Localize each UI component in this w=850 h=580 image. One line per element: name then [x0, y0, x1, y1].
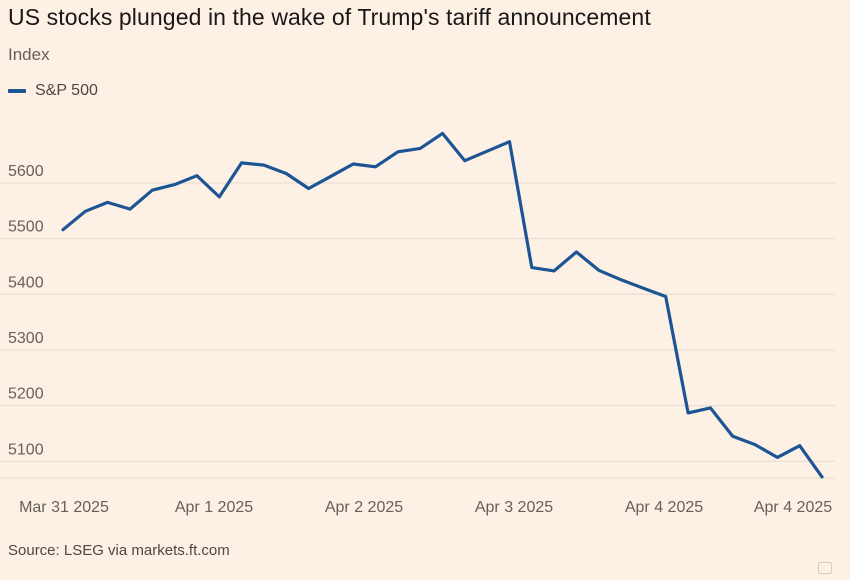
x-tick-label-3: Apr 3 2025 — [475, 499, 553, 516]
x-tick-label-1: Apr 1 2025 — [175, 499, 253, 516]
expand-icon[interactable] — [818, 562, 832, 574]
y-tick-label-5200: 5200 — [8, 386, 44, 403]
x-tick-label-0: Mar 31 2025 — [19, 499, 109, 516]
x-tick-label-5: Apr 4 2025 — [754, 499, 832, 516]
y-tick-label-5500: 5500 — [8, 219, 44, 236]
source-note: Source: LSEG via markets.ft.com — [8, 542, 230, 559]
chart-subtitle: Index — [8, 45, 50, 64]
y-tick-label-5300: 5300 — [8, 330, 44, 347]
series-line-sp500 — [61, 131, 824, 479]
legend-label-sp500: S&P 500 — [35, 82, 98, 99]
chart-title: US stocks plunged in the wake of Trump's… — [8, 4, 651, 30]
y-tick-label-5100: 5100 — [8, 441, 44, 458]
y-tick-label-5400: 5400 — [8, 274, 44, 291]
x-tick-label-4: Apr 4 2025 — [625, 499, 703, 516]
y-tick-label-5600: 5600 — [8, 163, 44, 180]
x-tick-label-2: Apr 2 2025 — [325, 499, 403, 516]
legend: S&P 500 — [8, 82, 98, 100]
legend-swatch-sp500 — [8, 89, 26, 93]
